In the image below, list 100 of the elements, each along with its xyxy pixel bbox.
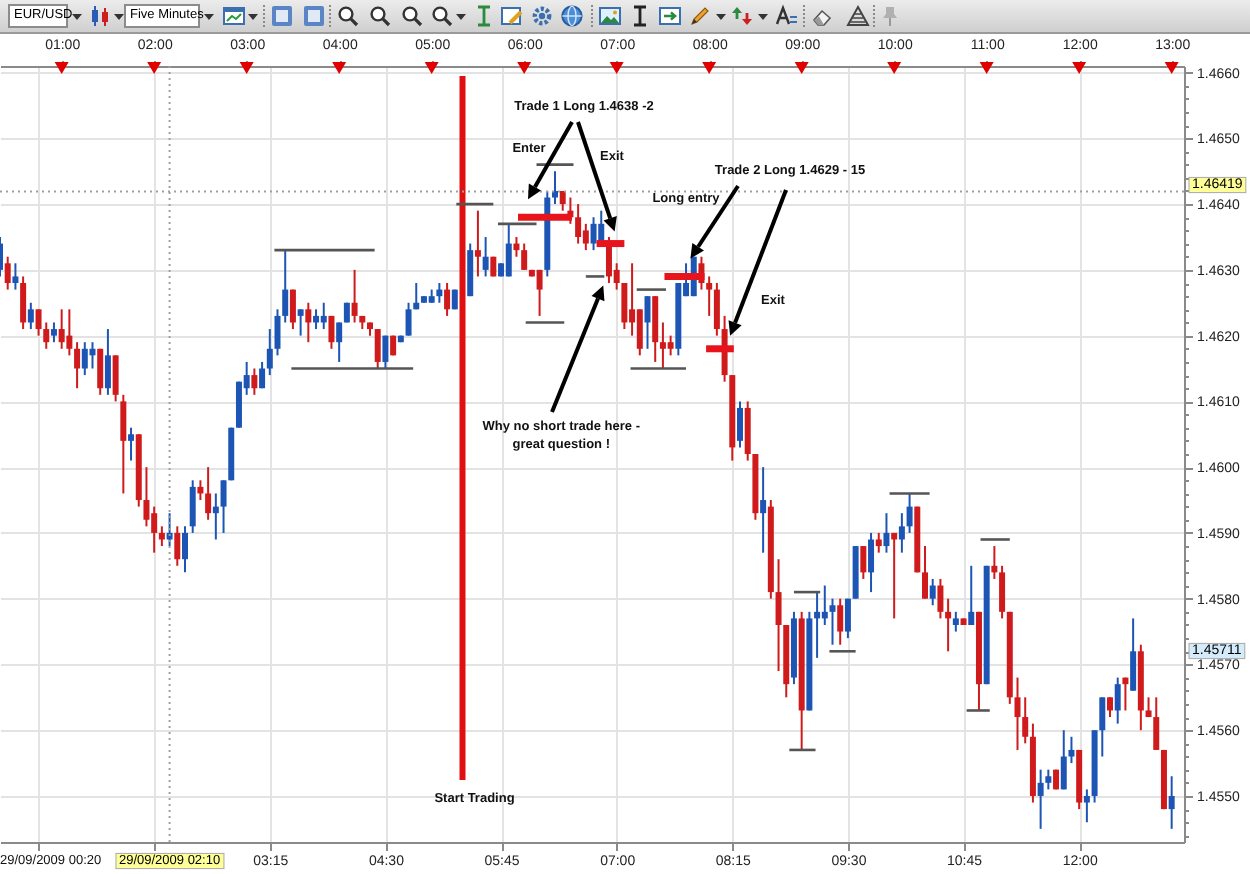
candlestick bbox=[66, 308, 73, 357]
candlestick bbox=[636, 308, 643, 357]
candlestick bbox=[467, 242, 474, 298]
candlestick bbox=[289, 288, 296, 331]
candlestick bbox=[706, 275, 713, 317]
candlestick bbox=[798, 610, 805, 751]
candlestick bbox=[1014, 676, 1021, 751]
candlestick bbox=[197, 479, 204, 502]
candlestick bbox=[1037, 768, 1044, 830]
candlestick bbox=[767, 499, 774, 600]
candlestick bbox=[1145, 696, 1152, 719]
candlestick bbox=[328, 314, 335, 350]
candlestick bbox=[575, 203, 582, 245]
candlestick bbox=[351, 268, 358, 324]
candlestick bbox=[898, 512, 905, 554]
candlestick bbox=[1076, 748, 1083, 811]
candlestick bbox=[1122, 676, 1129, 712]
candlestick bbox=[513, 235, 520, 258]
candlestick bbox=[158, 525, 165, 548]
candlestick bbox=[605, 235, 612, 285]
candlestick bbox=[1006, 610, 1013, 705]
candlestick bbox=[1137, 643, 1144, 732]
candlestick bbox=[220, 479, 227, 534]
candlestick bbox=[97, 347, 104, 396]
candlestick bbox=[821, 584, 828, 626]
candlestick bbox=[182, 525, 188, 574]
candlestick bbox=[991, 545, 998, 580]
candlestick bbox=[713, 282, 720, 337]
candlestick bbox=[868, 531, 875, 594]
candlestick bbox=[189, 479, 196, 534]
candlestick bbox=[806, 610, 813, 712]
candlestick bbox=[228, 426, 235, 482]
candlestick bbox=[482, 235, 489, 278]
candlestick bbox=[436, 282, 443, 304]
candlestick bbox=[451, 288, 458, 311]
candlestick bbox=[151, 505, 158, 554]
candlestick bbox=[20, 275, 27, 331]
candlestick bbox=[1160, 748, 1167, 811]
candlestick bbox=[4, 255, 11, 291]
candlestick bbox=[174, 525, 181, 567]
candlestick bbox=[490, 255, 497, 278]
candlestick bbox=[505, 222, 512, 278]
candlestick bbox=[313, 308, 320, 331]
candlestick bbox=[1083, 788, 1090, 824]
candlestick bbox=[104, 328, 111, 396]
candlestick bbox=[27, 301, 34, 331]
candlestick bbox=[521, 242, 528, 271]
candlestick bbox=[945, 597, 952, 653]
candlestick bbox=[382, 334, 389, 370]
candlestick bbox=[814, 591, 821, 659]
candlestick bbox=[883, 512, 890, 554]
candlestick bbox=[1130, 617, 1137, 692]
candlestick bbox=[320, 301, 327, 331]
candlestick bbox=[212, 492, 219, 541]
candlestick bbox=[74, 341, 81, 390]
candlestick bbox=[259, 360, 266, 390]
candlestick bbox=[983, 564, 990, 686]
candlestick bbox=[405, 301, 412, 337]
candlestick bbox=[914, 505, 921, 574]
candlestick bbox=[251, 367, 258, 396]
candlestick bbox=[644, 295, 651, 350]
candlestick bbox=[875, 531, 882, 554]
candlestick bbox=[844, 597, 851, 640]
candlestick bbox=[390, 334, 397, 357]
candlestick bbox=[89, 341, 96, 370]
candlestick bbox=[1168, 775, 1175, 830]
candlestick bbox=[266, 328, 273, 377]
candlestick bbox=[829, 597, 836, 646]
candlestick bbox=[1029, 722, 1036, 804]
candlestick bbox=[205, 466, 212, 521]
candlestick bbox=[667, 334, 674, 357]
candlestick bbox=[413, 282, 420, 311]
candlestick bbox=[552, 170, 558, 206]
candlestick bbox=[929, 577, 936, 607]
candlestick bbox=[852, 545, 859, 600]
candlestick bbox=[343, 301, 350, 324]
candlestick bbox=[474, 209, 481, 278]
candlestick bbox=[444, 282, 451, 317]
candlestick bbox=[790, 610, 797, 686]
candlestick bbox=[81, 341, 88, 377]
candlestick bbox=[374, 328, 381, 370]
candlestick bbox=[906, 492, 913, 534]
candlestick bbox=[1107, 696, 1113, 719]
candlestick bbox=[582, 222, 589, 252]
candlestick bbox=[336, 321, 343, 363]
candlestick bbox=[999, 564, 1006, 620]
candlestick bbox=[536, 268, 543, 317]
candlestick bbox=[652, 295, 659, 363]
candlestick bbox=[1114, 676, 1121, 725]
candlestick bbox=[544, 189, 551, 278]
candlestick bbox=[112, 354, 119, 403]
candlestick bbox=[12, 262, 19, 291]
candlestick bbox=[922, 545, 928, 600]
candlestick bbox=[737, 400, 743, 449]
candlestick bbox=[860, 545, 867, 580]
candlestick bbox=[305, 301, 312, 344]
candlestick bbox=[659, 321, 666, 370]
candlestick bbox=[760, 466, 767, 554]
candlestick bbox=[128, 426, 135, 462]
candlestick bbox=[937, 577, 944, 620]
